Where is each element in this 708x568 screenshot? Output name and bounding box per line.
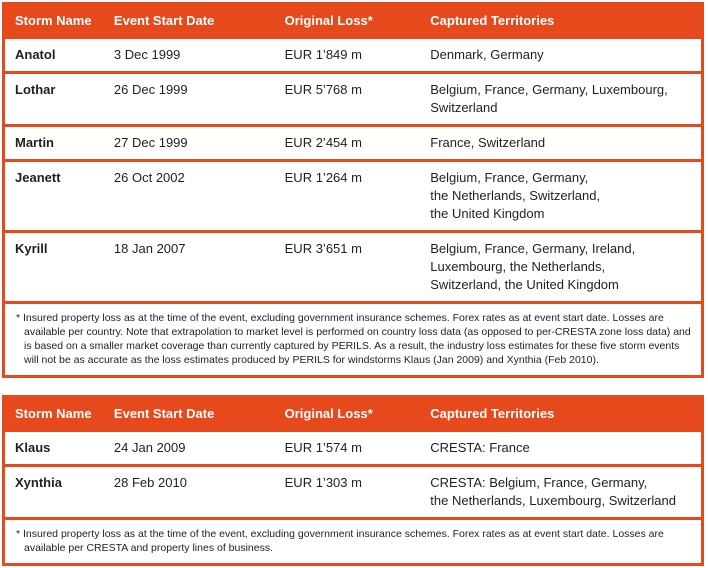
territories-cell: CRESTA: France <box>420 429 703 466</box>
event-date-cell: 27 Dec 1999 <box>103 124 275 161</box>
event-date-cell: 26 Oct 2002 <box>103 159 275 232</box>
table-row-anatol: Anatol 3 Dec 1999 EUR 1’849 m Denmark, G… <box>3 36 703 73</box>
footnote-cell: * Insured property loss as at the time o… <box>3 301 703 377</box>
loss-cell: EUR 2’454 m <box>274 124 421 161</box>
table2-header: Storm Name Event Start Date Original Los… <box>3 396 703 431</box>
table-row-xynthia: Xynthia 28 Feb 2010 EUR 1’303 m CRESTA: … <box>3 464 703 519</box>
loss-cell: EUR 5’768 m <box>274 71 421 126</box>
territories-cell: Belgium, France, Germany, the Netherland… <box>420 159 703 232</box>
storm-name-cell: Kyrill <box>3 230 104 303</box>
storm-name-cell: Anatol <box>3 36 104 73</box>
territories-cell: Belgium, France, Germany, Luxembourg, Sw… <box>420 71 703 126</box>
col-header-original-loss: Original Loss* <box>274 396 421 431</box>
storm-name-cell: Klaus <box>3 429 104 466</box>
table2-footnote-row: * Insured property loss as at the time o… <box>3 517 703 565</box>
table1-header: Storm Name Event Start Date Original Los… <box>3 3 703 38</box>
loss-cell: EUR 3’651 m <box>274 230 421 303</box>
event-date-cell: 3 Dec 1999 <box>103 36 275 73</box>
col-header-captured-territories: Captured Territories <box>420 3 703 38</box>
col-header-event-start-date: Event Start Date <box>103 3 275 38</box>
footnote-text: * Insured property loss as at the time o… <box>16 312 691 366</box>
storm-name-cell: Jeanett <box>3 159 104 232</box>
col-header-original-loss: Original Loss* <box>274 3 421 38</box>
col-header-captured-territories: Captured Territories <box>420 396 703 431</box>
header-row: Storm Name Event Start Date Original Los… <box>3 396 703 431</box>
event-date-cell: 28 Feb 2010 <box>103 464 275 519</box>
table-row-klaus: Klaus 24 Jan 2009 EUR 1’574 m CRESTA: Fr… <box>3 429 703 466</box>
territories-cell: France, Switzerland <box>420 124 703 161</box>
storm-name-cell: Xynthia <box>3 464 104 519</box>
territories-cell: Denmark, Germany <box>420 36 703 73</box>
territories-cell: CRESTA: Belgium, France, Germany, the Ne… <box>420 464 703 519</box>
event-date-cell: 26 Dec 1999 <box>103 71 275 126</box>
col-header-event-start-date: Event Start Date <box>103 396 275 431</box>
table-row-lothar: Lothar 26 Dec 1999 EUR 5’768 m Belgium, … <box>3 71 703 126</box>
footnote-cell: * Insured property loss as at the time o… <box>3 517 703 565</box>
table-row-martin: Martin 27 Dec 1999 EUR 2’454 m France, S… <box>3 124 703 161</box>
loss-cell: EUR 1’303 m <box>274 464 421 519</box>
loss-cell: EUR 1’574 m <box>274 429 421 466</box>
storm-name-cell: Lothar <box>3 71 104 126</box>
table-gap <box>2 378 704 395</box>
storms-country-table: Storm Name Event Start Date Original Los… <box>2 2 704 378</box>
col-header-storm-name: Storm Name <box>3 396 104 431</box>
loss-cell: EUR 1’264 m <box>274 159 421 232</box>
header-row: Storm Name Event Start Date Original Los… <box>3 3 703 38</box>
col-header-storm-name: Storm Name <box>3 3 104 38</box>
territories-cell: Belgium, France, Germany, Ireland, Luxem… <box>420 230 703 303</box>
event-date-cell: 24 Jan 2009 <box>103 429 275 466</box>
table1-footnote-row: * Insured property loss as at the time o… <box>3 301 703 377</box>
event-date-cell: 18 Jan 2007 <box>103 230 275 303</box>
storms-cresta-table: Storm Name Event Start Date Original Los… <box>2 395 704 566</box>
footnote-text: * Insured property loss as at the time o… <box>16 528 664 554</box>
storm-name-cell: Martin <box>3 124 104 161</box>
table-row-jeanett: Jeanett 26 Oct 2002 EUR 1’264 m Belgium,… <box>3 159 703 232</box>
table-row-kyrill: Kyrill 18 Jan 2007 EUR 3’651 m Belgium, … <box>3 230 703 303</box>
loss-cell: EUR 1’849 m <box>274 36 421 73</box>
